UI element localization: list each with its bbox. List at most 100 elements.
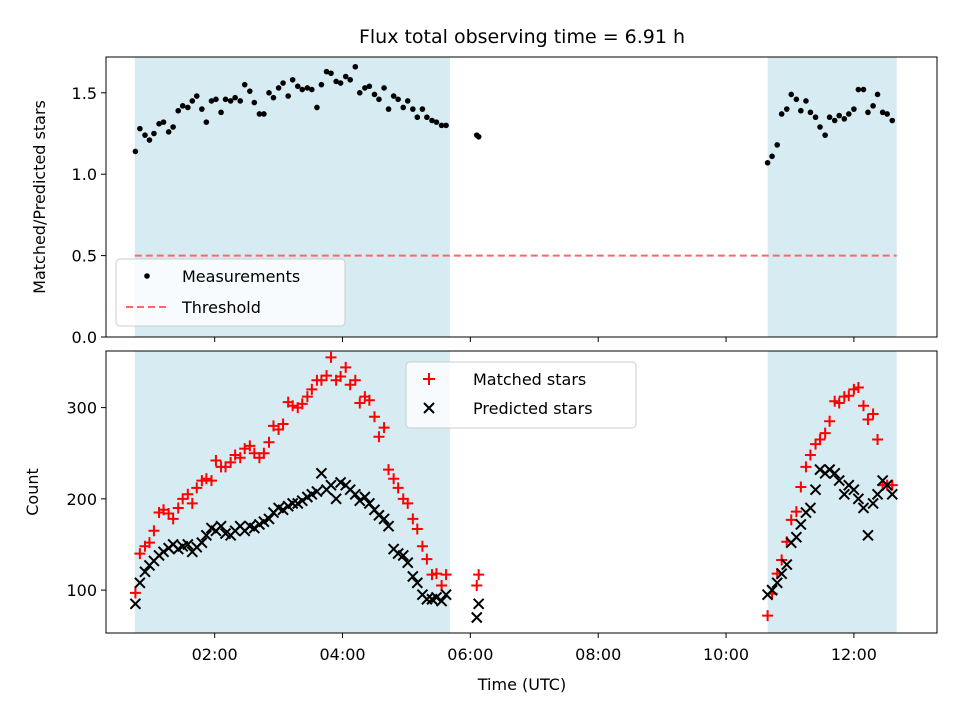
measurement-point (203, 119, 210, 125)
matched-star-point (416, 540, 428, 552)
measurement-point (356, 90, 363, 96)
predicted-star-point (795, 518, 807, 531)
measurement-point (318, 81, 325, 88)
top-x-axis-ticks (214, 337, 855, 342)
measurement-point (826, 114, 833, 121)
predicted-star-point (833, 474, 845, 487)
legend-predicted-label: Predicted stars (473, 399, 593, 418)
matched-star-point (205, 475, 217, 487)
chart-title: Flux total observing time = 6.91 h (359, 26, 685, 48)
matched-star-point (378, 422, 390, 434)
predicted-star-point (848, 484, 860, 496)
measurement-point (419, 106, 426, 112)
predicted-star-point (263, 513, 275, 525)
x-tick-label: 08:00 (575, 645, 621, 664)
predicted-star-point (359, 491, 371, 503)
matched-star-point (785, 514, 797, 526)
measurement-point (213, 96, 219, 103)
predicted-star-point (200, 529, 213, 542)
matched-star-point (167, 513, 179, 525)
measurement-point (366, 83, 373, 90)
matched-star-point (843, 390, 855, 402)
predicted-star-point (315, 467, 328, 479)
bottom-y-axis-ticks: 100 200 300 (66, 399, 106, 600)
matched-star-point (440, 569, 452, 581)
measurement-point (376, 96, 382, 103)
measurement-point (424, 114, 430, 121)
matched-star-point (287, 400, 299, 412)
measurement-point (845, 111, 852, 117)
top-y-axis-ticks: 0.0 0.5 1.0 1.5 (72, 84, 106, 347)
measurement-point (289, 76, 296, 83)
measurement-point (874, 91, 881, 98)
predicted-star-point (766, 584, 778, 596)
predicted-star-point (215, 520, 227, 532)
predicted-star-point (814, 463, 826, 476)
matched-star-point (430, 568, 442, 580)
matched-star-point (325, 351, 337, 363)
measurement-point (156, 120, 162, 127)
shaded-interval-1 (767, 351, 897, 633)
y-tick-label: 1.0 (72, 165, 97, 184)
shaded-interval-1 (767, 57, 897, 337)
measurement-point (414, 114, 421, 121)
measurement-point (438, 122, 445, 129)
matched-star-point (471, 580, 483, 592)
predicted-star-point (373, 509, 385, 521)
matched-star-point (182, 488, 194, 500)
predicted-star-point (829, 467, 841, 479)
y-tick-label: 300 (66, 399, 97, 418)
matched-star-point (129, 587, 141, 599)
matched-star-point (383, 464, 395, 476)
predicted-star-point (862, 529, 874, 542)
measurement-point (865, 109, 871, 116)
predicted-star-point (157, 546, 170, 558)
matched-star-point (373, 431, 385, 443)
predicted-star-point (421, 593, 433, 605)
x-tick-label: 06:00 (447, 645, 493, 664)
measurement-point (218, 109, 224, 116)
measurement-point (179, 103, 186, 109)
measurement-point (170, 124, 176, 130)
measurement-point (764, 160, 771, 166)
measurement-point (404, 98, 411, 104)
top-y-axis-label: Matched/Predicted stars (30, 100, 49, 294)
measurement-point (879, 109, 886, 116)
measurement-point (314, 104, 320, 111)
predicted-star-point (440, 588, 452, 601)
measurement-point (328, 70, 334, 77)
measurement-point (342, 73, 349, 80)
measurement-point (222, 96, 229, 103)
predicted-star-point (430, 591, 443, 604)
matched-star-point (263, 436, 275, 448)
measurement-point (280, 80, 286, 86)
predicted-star-point (397, 549, 409, 562)
measurement-point (817, 124, 823, 130)
measurement-point (400, 104, 407, 111)
measurement-point (137, 125, 143, 132)
predicted-star-point (402, 557, 414, 569)
predicted-star-point (771, 577, 783, 589)
matched-star-point (191, 482, 203, 494)
matched-star-points (129, 351, 898, 622)
matched-star-point (301, 391, 313, 403)
measurement-point (193, 93, 200, 99)
measurement-point (165, 129, 172, 135)
matched-star-point (421, 553, 433, 565)
predicted-star-point (311, 485, 323, 498)
measurement-point (232, 94, 238, 101)
matched-star-point (277, 418, 289, 430)
measurement-point (185, 104, 191, 111)
measurement-point (831, 117, 838, 124)
measurement-point (889, 117, 896, 124)
matched-star-point (852, 382, 864, 394)
predicted-star-point (823, 463, 836, 476)
predicted-star-point (354, 494, 366, 507)
matched-star-point (244, 440, 256, 452)
measurement-point (142, 132, 148, 138)
predicted-star-point (881, 479, 893, 491)
measurement-point (443, 122, 449, 129)
measurement-point (788, 91, 795, 98)
matched-star-point (321, 370, 333, 382)
matched-star-point (148, 525, 160, 537)
